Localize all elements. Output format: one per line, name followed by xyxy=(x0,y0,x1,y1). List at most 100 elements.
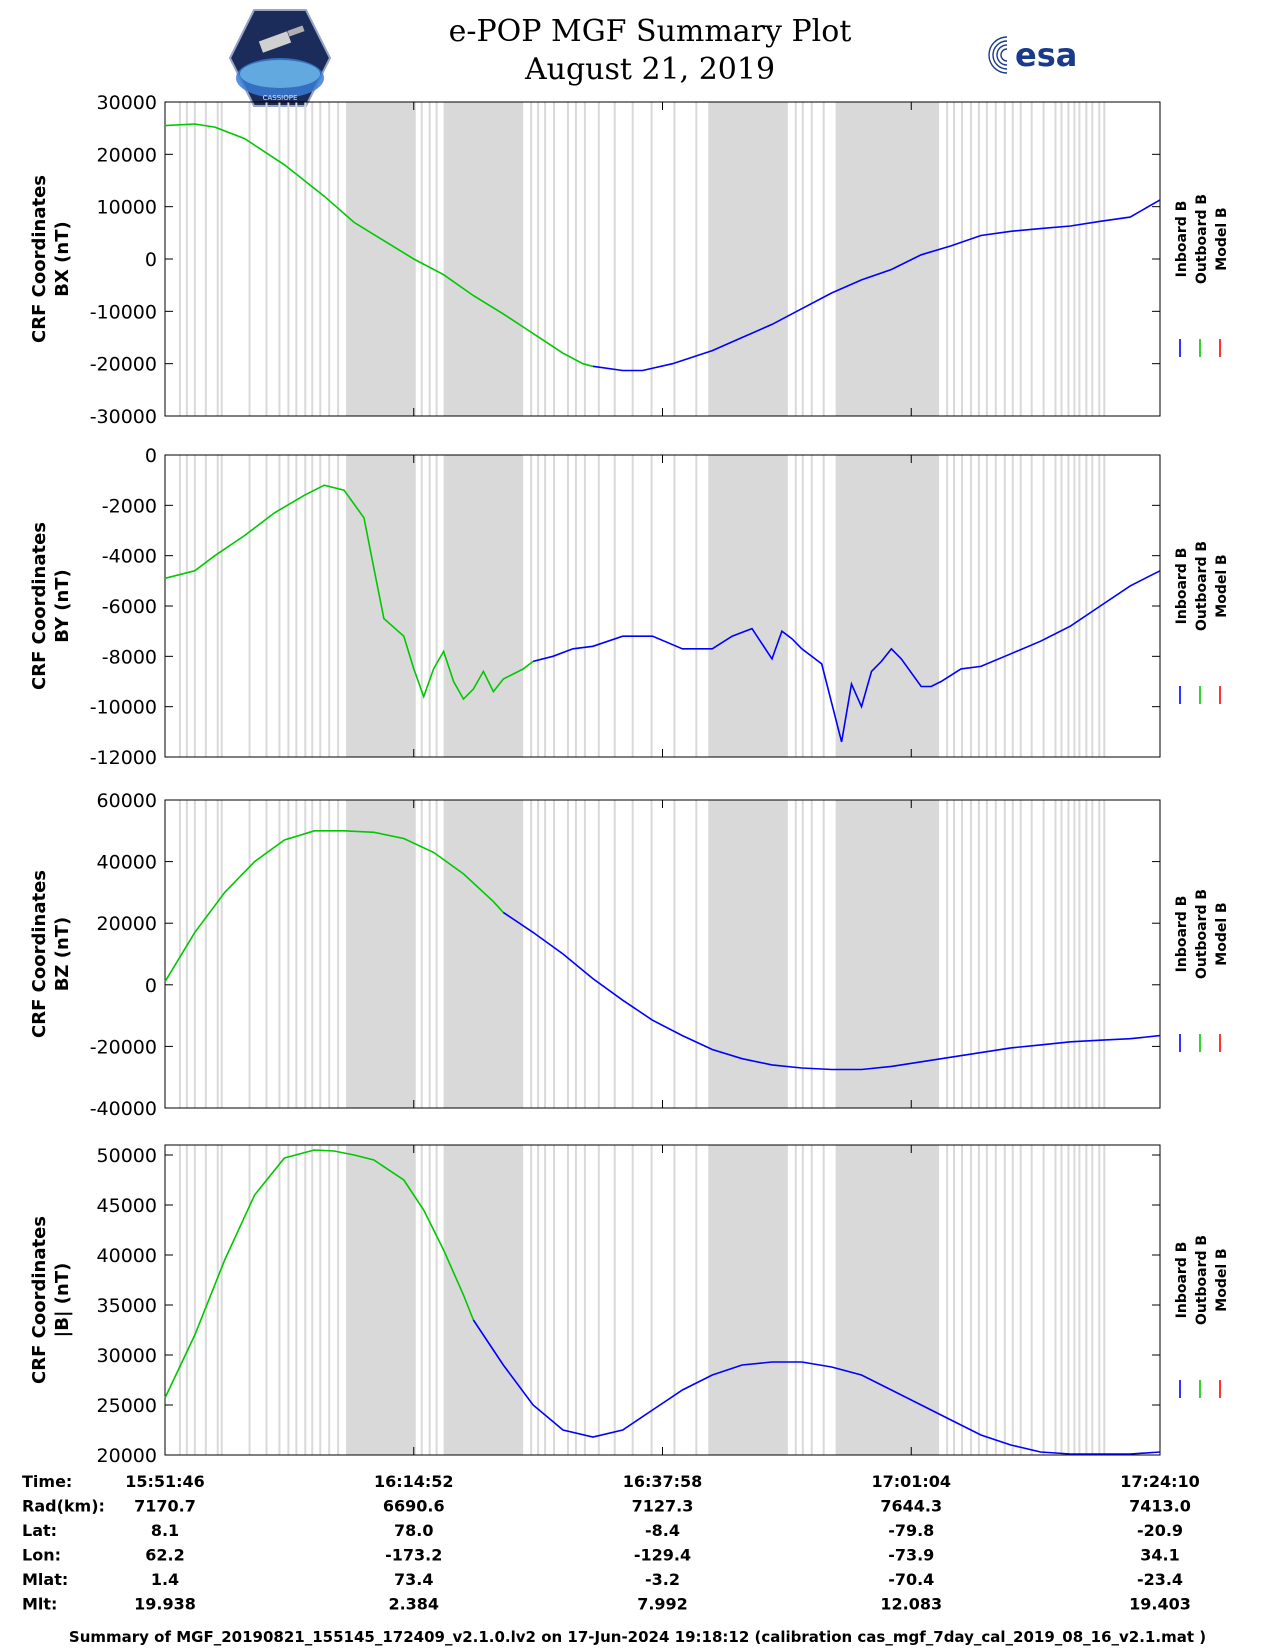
ephemeris-table: Time: 15:51:46 16:14:52 16:37:58 17:01:04 17:… xyxy=(22,1472,1200,1614)
plot-frame xyxy=(164,454,1161,758)
y-tick-label: 0 xyxy=(145,975,157,997)
table-cell: 16:14:52 xyxy=(374,1472,454,1491)
table-cell: 7170.7 xyxy=(134,1497,196,1516)
table-cell: -8.4 xyxy=(645,1521,680,1540)
legend-label: Outboard B xyxy=(1194,1235,1210,1325)
y-tick-label: 0 xyxy=(145,249,157,271)
legend-label: Inboard B xyxy=(1174,201,1190,278)
y-tick-label: -4000 xyxy=(102,546,157,568)
footer-caption: Summary of MGF_20190821_155145_172409_v2… xyxy=(68,1628,1207,1646)
y-tick-label: 20000 xyxy=(97,913,157,935)
y-tick-label: -20000 xyxy=(90,1036,157,1058)
table-cell: -73.9 xyxy=(888,1546,934,1565)
table-cell: 73.4 xyxy=(394,1570,433,1589)
table-cell: -20.9 xyxy=(1137,1521,1183,1540)
y-tick-label: 40000 xyxy=(97,852,157,874)
series-line-inboard xyxy=(502,911,1161,1071)
table-cell: 19.938 xyxy=(134,1595,196,1614)
table-cell: 6690.6 xyxy=(383,1497,445,1516)
table-cell: 34.1 xyxy=(1140,1546,1179,1565)
legend-label: Inboard B xyxy=(1174,548,1190,625)
y-axis-label: CRF Coordinates xyxy=(29,175,50,343)
y-tick-label: -30000 xyxy=(90,406,157,428)
panel-magbmag: 50000 45000 40000 35000 30000 25000 20000 CRF C… xyxy=(29,1144,1230,1467)
legend-label: Inboard B xyxy=(1174,896,1190,973)
legend-label: Model B xyxy=(1214,207,1230,270)
gap-band xyxy=(835,102,940,416)
panel-bz: 60000 40000 20000 0 -20000 -40000 CRF Coordina… xyxy=(29,790,1230,1120)
y-axis-unit-label: BZ (nT) xyxy=(52,917,73,992)
table-cell: 17:24:10 xyxy=(1120,1472,1200,1491)
y-axis-label: CRF Coordinates xyxy=(29,522,50,690)
legend-label: Outboard B xyxy=(1194,194,1210,284)
y-tick-label: 10000 xyxy=(97,197,157,219)
y-tick-label: 40000 xyxy=(97,1245,157,1267)
table-cell: -129.4 xyxy=(634,1546,691,1565)
cassiope-logo: CASSIOPE xyxy=(228,9,332,107)
series-line-outboard xyxy=(164,484,534,701)
y-tick-label: 50000 xyxy=(97,1145,157,1167)
table-cell: 16:37:58 xyxy=(623,1472,703,1491)
table-cell: -23.4 xyxy=(1137,1570,1183,1589)
plot-title-line2: August 21, 2019 xyxy=(524,52,776,87)
table-cell: 17:01:04 xyxy=(871,1472,951,1491)
table-cell: -70.4 xyxy=(888,1570,934,1589)
gap-band xyxy=(346,102,416,416)
table-cell: 8.1 xyxy=(151,1521,179,1540)
gap-band xyxy=(708,1145,788,1455)
y-tick-label: 60000 xyxy=(97,790,157,812)
table-cell: 62.2 xyxy=(145,1546,184,1565)
table-cell: 78.0 xyxy=(394,1521,433,1540)
table-cell: 2.384 xyxy=(388,1595,439,1614)
table-row-label: Mlt: xyxy=(22,1595,57,1614)
legend-label: Outboard B xyxy=(1194,541,1210,631)
y-tick-label: -6000 xyxy=(102,596,157,618)
y-tick-label: 25000 xyxy=(97,1395,157,1417)
esa-logo-text: esa xyxy=(1015,36,1077,74)
table-cell: 7644.3 xyxy=(880,1497,942,1516)
gap-band xyxy=(346,800,416,1108)
plot-frame xyxy=(164,1144,1161,1456)
y-tick-label: -10000 xyxy=(90,697,157,719)
y-axis-unit-label: BX (nT) xyxy=(52,221,73,296)
table-row-label: Time: xyxy=(22,1472,72,1491)
gap-band xyxy=(835,455,940,757)
table-cell: -3.2 xyxy=(645,1570,680,1589)
table-cell: 7.992 xyxy=(637,1595,688,1614)
table-cell: 15:51:46 xyxy=(125,1472,205,1491)
gap-band xyxy=(708,455,788,757)
gap-band xyxy=(835,800,940,1108)
y-tick-label: -2000 xyxy=(102,495,157,517)
series-line-inboard xyxy=(532,570,1161,743)
y-tick-label: 30000 xyxy=(97,92,157,114)
gap-band xyxy=(443,102,524,416)
gap-band xyxy=(708,102,788,416)
series-line-outboard xyxy=(164,1149,475,1399)
table-row-label: Lat: xyxy=(22,1521,57,1540)
series-line-outboard xyxy=(164,829,504,983)
table-cell: 7413.0 xyxy=(1129,1497,1191,1516)
plot-frame xyxy=(164,101,1161,417)
plot-frame xyxy=(164,799,1161,1109)
y-tick-label: -12000 xyxy=(90,747,157,769)
y-tick-label: -8000 xyxy=(102,646,157,668)
table-cell: -173.2 xyxy=(385,1546,442,1565)
cassiope-logo-caption: CASSIOPE xyxy=(263,94,298,102)
legend-label: Model B xyxy=(1214,1248,1230,1311)
gap-band xyxy=(443,455,524,757)
series-line-inboard xyxy=(472,1319,1161,1455)
legend-label: Outboard B xyxy=(1194,889,1210,979)
table-row-label: Rad(km): xyxy=(22,1497,105,1516)
legend-label: Model B xyxy=(1214,554,1230,617)
y-tick-label: 30000 xyxy=(97,1345,157,1367)
y-axis-unit-label: BY (nT) xyxy=(52,569,73,643)
series-line-outboard xyxy=(164,123,594,368)
gap-band xyxy=(708,800,788,1108)
gap-band xyxy=(443,800,524,1108)
table-cell: 1.4 xyxy=(151,1570,179,1589)
y-tick-label: 45000 xyxy=(97,1195,157,1217)
table-row-label: Mlat: xyxy=(22,1570,68,1589)
plot-title-line1: e-POP MGF Summary Plot xyxy=(448,14,852,49)
y-tick-label: 0 xyxy=(145,445,157,467)
